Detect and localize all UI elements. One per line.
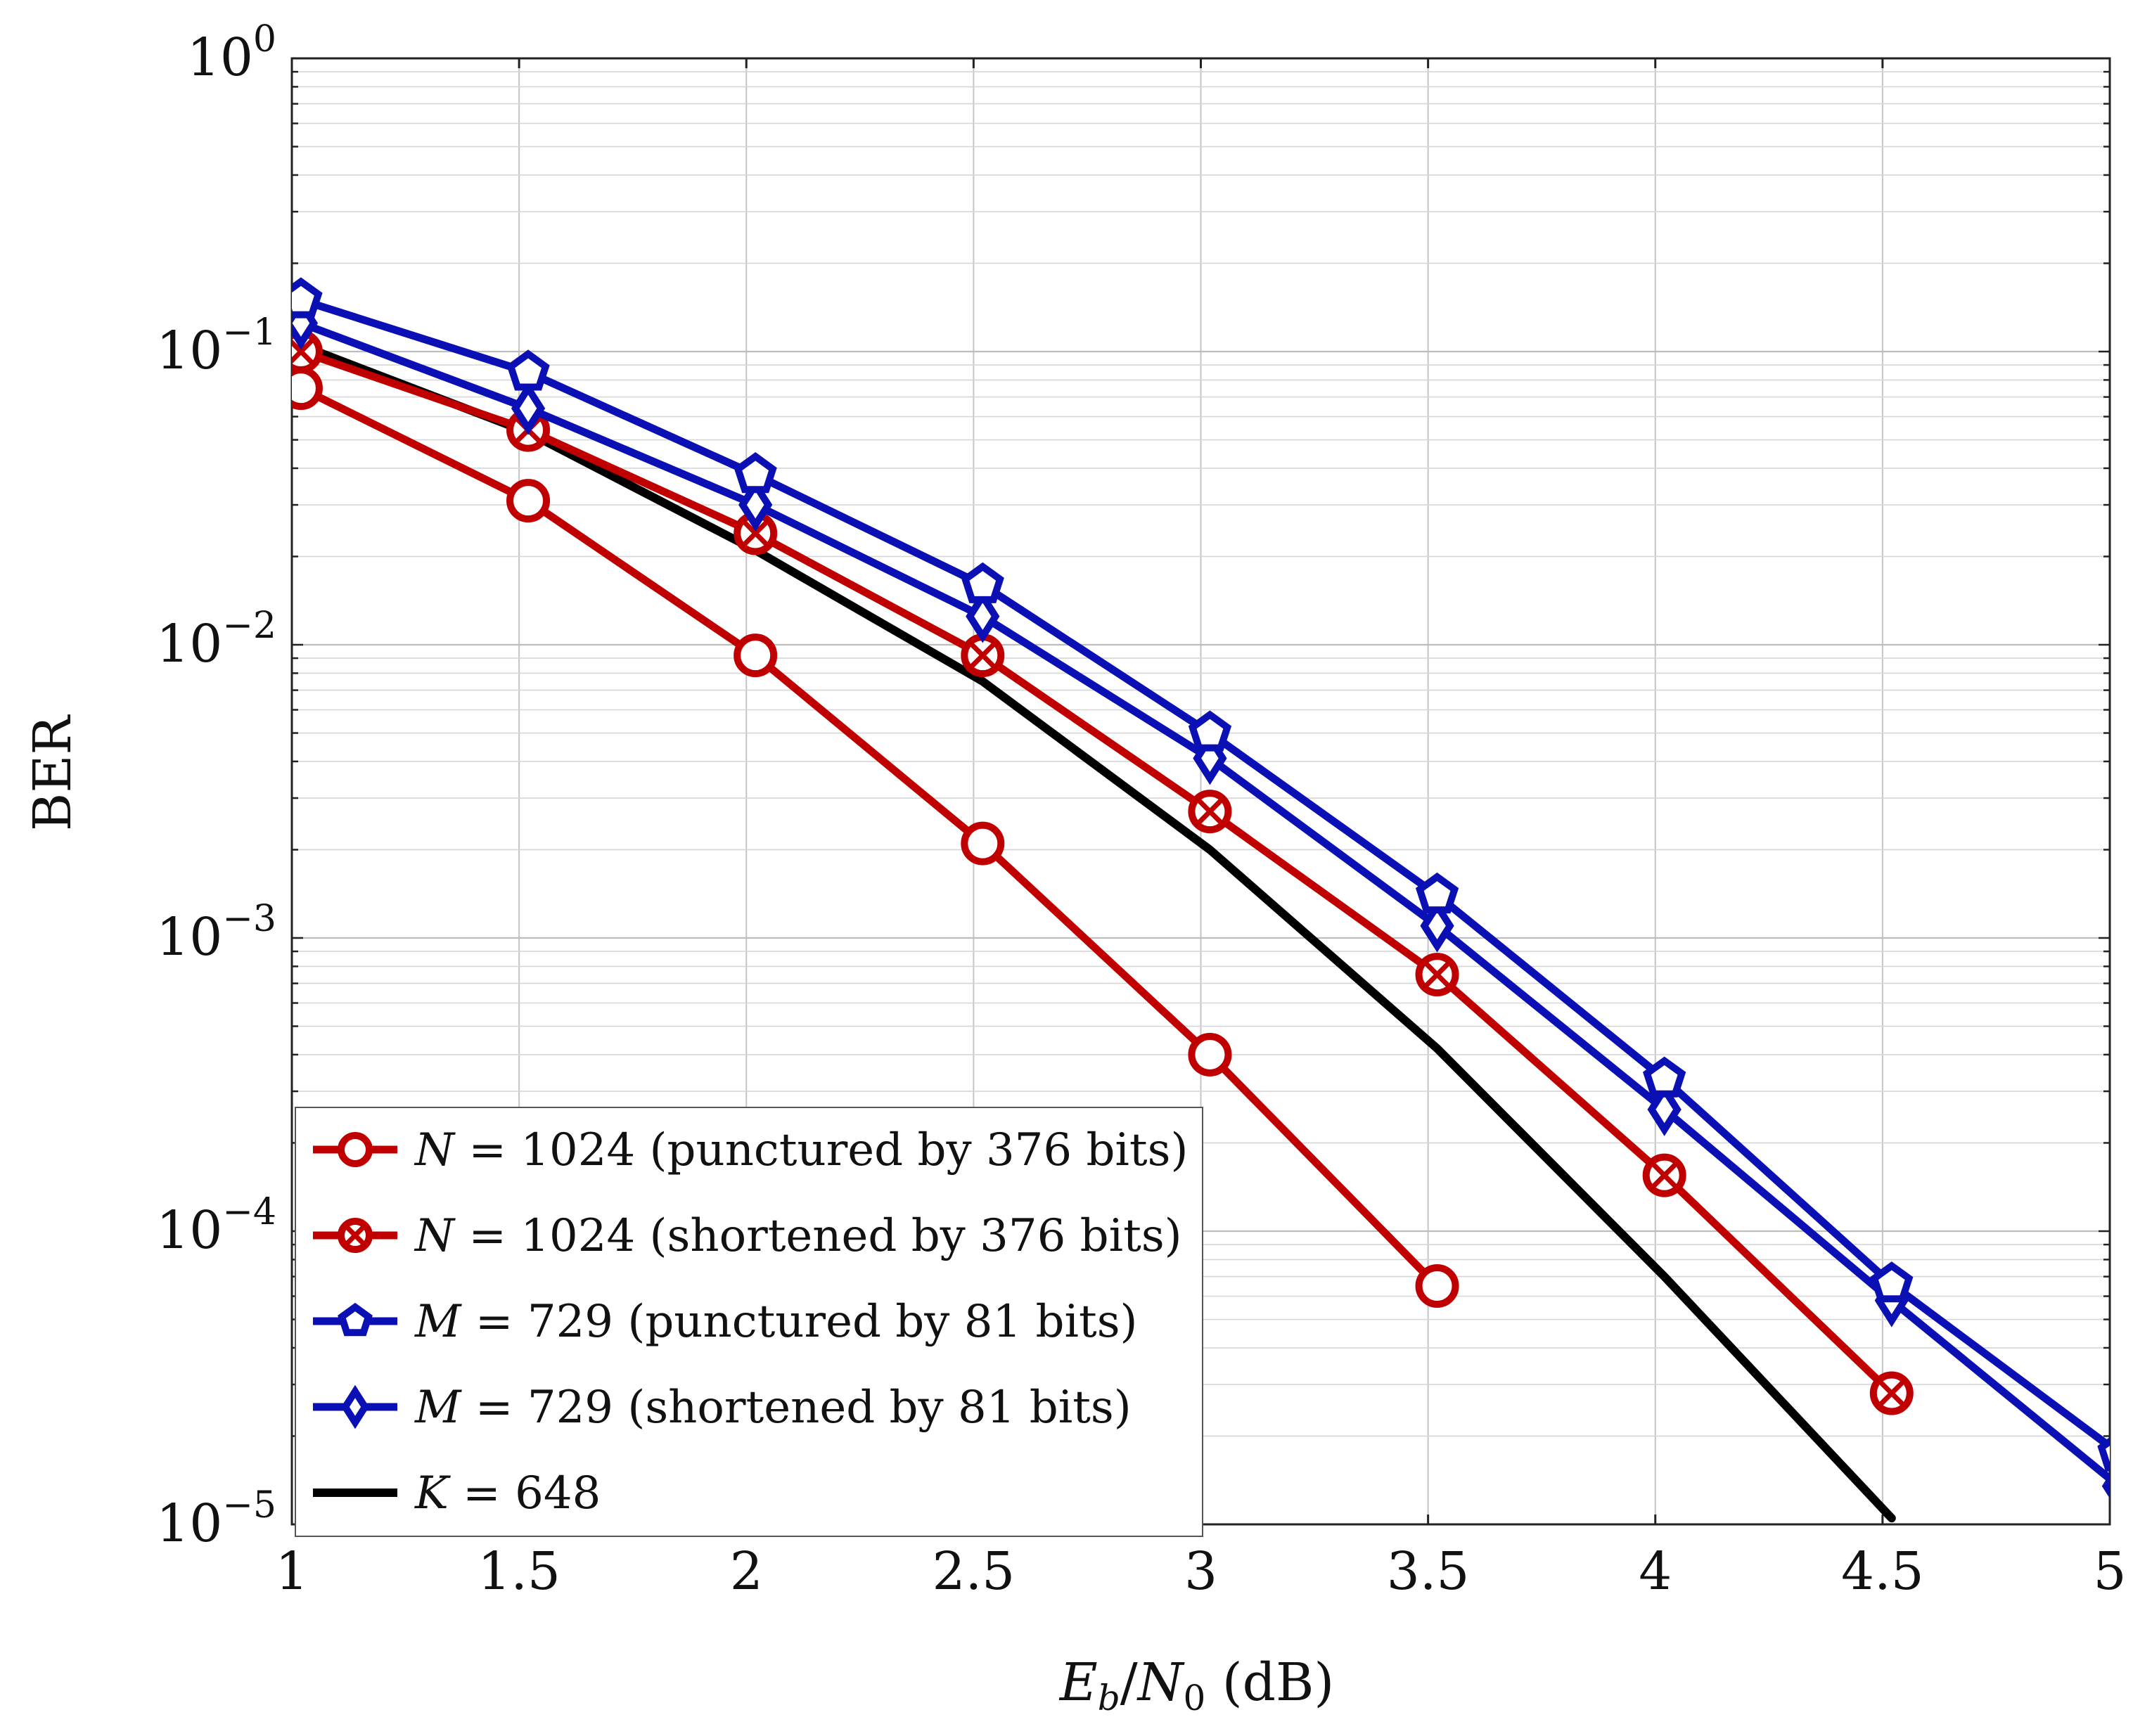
data-point [738, 478, 773, 532]
series-layer [292, 277, 2110, 1523]
legend-label: M = 729 (shortened by 81 bits) [414, 1382, 1132, 1434]
legend-entry: K = 648 [313, 1467, 601, 1519]
data-point [961, 821, 1005, 866]
data-point [961, 634, 1005, 678]
data-point [1869, 1371, 1914, 1415]
data-point [511, 381, 546, 435]
legend: N = 1024 (punctured by 376 bits) N = 1024… [295, 1107, 1203, 1537]
data-point [966, 589, 1000, 643]
y-tick-label: 10−4 [156, 1191, 276, 1261]
legend-label: N = 1024 (punctured by 376 bits) [414, 1124, 1188, 1176]
legend-marker [338, 1132, 373, 1167]
x-tick-label: 3.5 [1387, 1541, 1470, 1602]
legend-label: M = 729 (punctured by 81 bits) [414, 1296, 1138, 1348]
marker-cross [969, 642, 996, 669]
data-point [734, 452, 777, 494]
data-point [1188, 1032, 1232, 1076]
legend-marker [341, 1384, 369, 1429]
legend-marker [338, 1302, 373, 1337]
y-tick-label: 10−1 [156, 311, 276, 381]
x-tick-label: 1 [275, 1541, 308, 1602]
data-point [1415, 953, 1459, 997]
data-point [1643, 1056, 1686, 1098]
data-point [506, 349, 550, 391]
x-tick-label: 2.5 [933, 1541, 1016, 1602]
x-tick-labels: 1 1.5 2 2.5 3 3.5 4 4.5 5 [275, 1541, 2126, 1602]
legend-label: N = 1024 (shortened by 376 bits) [414, 1210, 1182, 1262]
x-tick-label: 3 [1184, 1541, 1217, 1602]
x-tick-label: 2 [730, 1541, 763, 1602]
legend-marker [338, 1218, 373, 1253]
marker-cross [1423, 961, 1451, 988]
data-point [1420, 899, 1454, 953]
marker-cross [1196, 798, 1224, 825]
data-point [1647, 1083, 1682, 1136]
data-point [1642, 1153, 1686, 1197]
data-point [292, 277, 323, 319]
series-2 [292, 277, 2110, 1472]
marker-cross [1878, 1380, 1905, 1407]
marker-cross [1651, 1162, 1678, 1189]
y-tick-label: 100 [187, 18, 276, 88]
legend-entry: N = 1024 (shortened by 376 bits) [313, 1210, 1182, 1262]
x-tick-label: 1.5 [478, 1541, 561, 1602]
data-point [734, 634, 778, 678]
legend-box [295, 1107, 1203, 1537]
legend-entry: N = 1024 (punctured by 376 bits) [313, 1124, 1188, 1176]
series-line [297, 384, 1441, 1290]
data-point [1870, 1261, 1914, 1303]
y-tick-labels: 100 10−1 10−2 10−3 10−4 10−5 [156, 18, 276, 1554]
y-tick-label: 10−5 [156, 1484, 276, 1554]
data-point [1415, 1264, 1459, 1309]
y-axis-title: BER [23, 714, 83, 831]
series-0 [292, 366, 1459, 1309]
x-tick-label: 4.5 [1841, 1541, 1924, 1602]
data-point [1188, 710, 1232, 752]
legend-label: K = 648 [414, 1467, 601, 1519]
series-4 [296, 341, 1896, 1523]
y-tick-label: 10−2 [156, 605, 276, 674]
legend-entry: M = 729 (punctured by 81 bits) [313, 1296, 1138, 1348]
x-axis-title: Eb/N0 (dB) [1058, 1652, 1335, 1718]
data-point [1188, 790, 1232, 834]
data-point [1415, 872, 1459, 914]
marker-cross [742, 520, 769, 547]
data-point [292, 366, 323, 411]
y-tick-label: 10−3 [156, 898, 276, 967]
series-1 [292, 330, 1914, 1415]
legend-entry: M = 729 (shortened by 81 bits) [313, 1382, 1132, 1434]
data-point [2101, 1474, 2110, 1499]
x-tick-label: 5 [2093, 1541, 2126, 1602]
data-point [961, 562, 1004, 603]
x-tick-label: 4 [1639, 1541, 1672, 1602]
data-point [2097, 1436, 2110, 1472]
series-line [296, 341, 1896, 1523]
marker-cross [345, 1225, 366, 1246]
data-point [506, 479, 551, 523]
series-line [297, 347, 1896, 1397]
marker-cross [292, 338, 314, 364]
